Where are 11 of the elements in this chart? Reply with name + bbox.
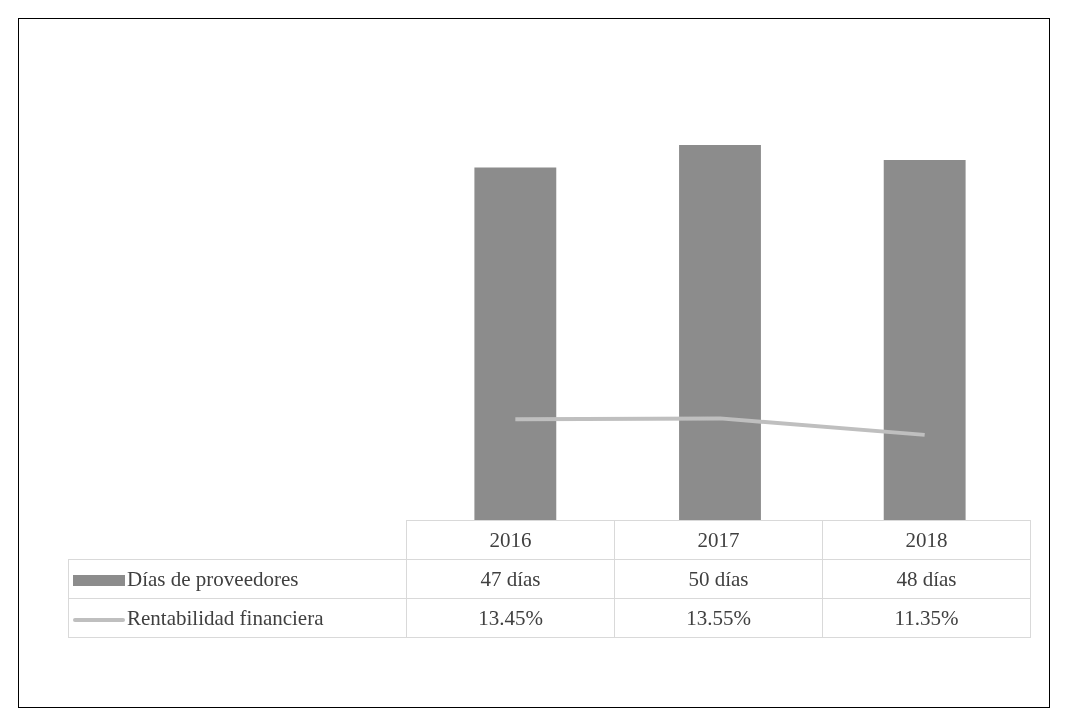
legend-label: Rentabilidad financiera — [127, 605, 324, 630]
data-label: 50 días — [614, 559, 823, 599]
data-label: 11.35% — [822, 598, 1031, 638]
x-tick-label: 2018 — [822, 520, 1031, 560]
data-label: 47 días — [406, 559, 615, 599]
x-tick-label: 2016 — [406, 520, 615, 560]
data-label: 48 días — [822, 559, 1031, 599]
x-tick-label: 2017 — [614, 520, 823, 560]
legend-label: Días de proveedores — [127, 566, 299, 591]
data-label: 13.45% — [406, 598, 615, 638]
data-label: 13.55% — [614, 598, 823, 638]
